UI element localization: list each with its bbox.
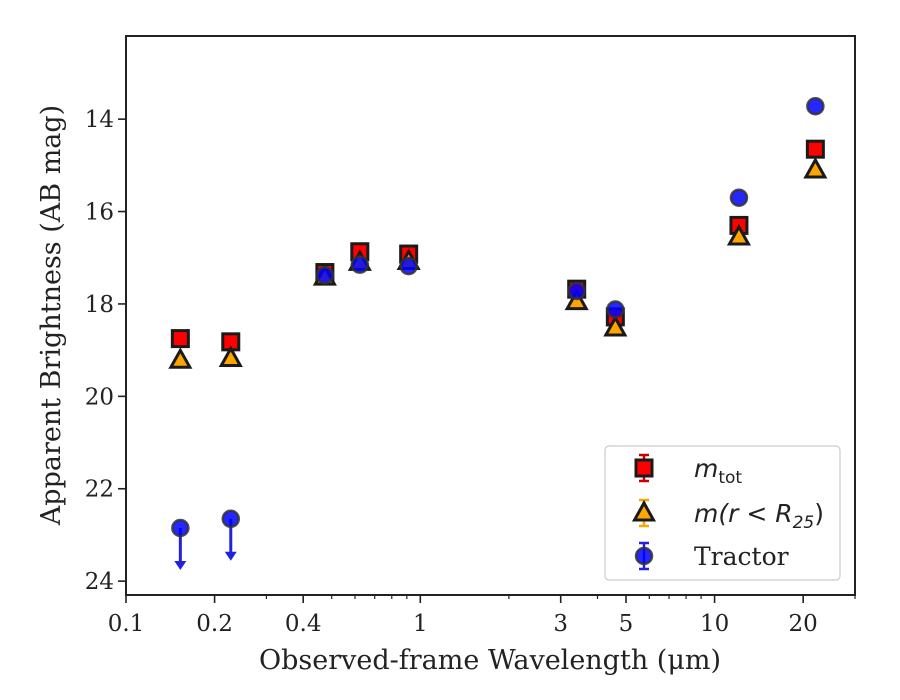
- data-point: [806, 96, 825, 116]
- data-point: [726, 223, 752, 246]
- series-circle: [171, 96, 825, 571]
- legend-label: mtot: [694, 454, 742, 488]
- data-point: [218, 345, 243, 367]
- legend-marker: [634, 458, 654, 478]
- series-square: [170, 139, 825, 352]
- y-axis: 14 16 18 20 22 24: [85, 107, 126, 595]
- x-tick-label: 20: [789, 611, 818, 637]
- legend-label-close: ): [814, 499, 824, 528]
- data-point: [567, 281, 586, 301]
- data-point: [803, 156, 828, 179]
- data-point: [315, 266, 335, 285]
- x-axis: 0.1 0.2 0.4 1 3 5 10 20: [108, 595, 856, 637]
- data-point: [170, 329, 190, 349]
- legend-label: m(r < R25): [694, 499, 824, 533]
- x-tick-label: 10: [700, 611, 729, 637]
- y-tick-label: 22: [85, 477, 114, 503]
- data-point: [221, 509, 241, 529]
- x-tick-label: 5: [619, 611, 634, 637]
- x-tick-label: 3: [553, 611, 568, 637]
- y-tick-label: 14: [85, 107, 114, 133]
- y-tick-label: 18: [85, 292, 114, 318]
- data-point: [350, 255, 370, 274]
- data-point: [168, 347, 193, 369]
- series-triangle: [168, 156, 828, 369]
- plot-frame: [125, 35, 856, 596]
- chart-marks: [168, 96, 828, 571]
- data-point: [399, 256, 418, 276]
- x-tick-label: 0.4: [285, 611, 322, 637]
- legend-label-main: Tractor: [694, 542, 789, 571]
- y-tick-label: 16: [85, 200, 114, 226]
- legend-label-main: m(r < R: [694, 499, 793, 528]
- data-point: [729, 188, 749, 207]
- upper-limit-arrow-head: [224, 551, 237, 561]
- legend-marker: [631, 499, 657, 522]
- data-point: [603, 314, 628, 337]
- y-tick-label: 24: [85, 569, 114, 595]
- x-tick-label: 1: [413, 611, 428, 637]
- x-tick-label: 0.1: [108, 611, 145, 637]
- data-point: [171, 518, 190, 538]
- y-tick-label: 20: [85, 384, 114, 410]
- legend-label-sub: 25: [793, 513, 815, 533]
- x-axis-label: Observed-frame Wavelength (μm): [259, 645, 721, 676]
- data-point: [805, 139, 825, 159]
- legend-label: Tractor: [694, 542, 789, 571]
- legend-box: [604, 445, 841, 581]
- legend: mtot m(r < R25) Tractor: [604, 445, 841, 581]
- legend-label-main: m: [694, 454, 718, 483]
- upper-limit-arrow-head: [174, 561, 187, 571]
- legend-label-sub: tot: [718, 468, 742, 488]
- legend-marker: [634, 546, 654, 566]
- x-tick-label: 0.2: [196, 611, 233, 637]
- data-point: [606, 300, 625, 319]
- y-axis-label: Apparent Brightness (AB mag): [36, 105, 67, 526]
